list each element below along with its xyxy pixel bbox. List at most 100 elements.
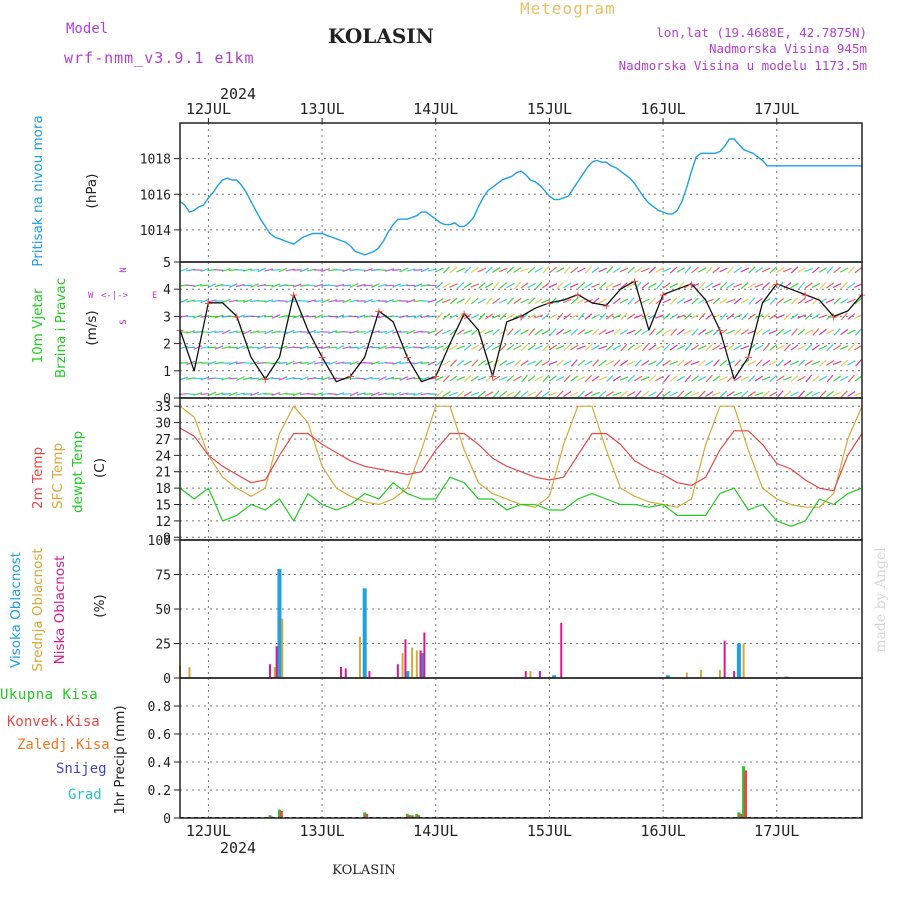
y-tick-label: 30 xyxy=(155,417,171,432)
wind-arrow xyxy=(712,375,721,382)
wind-arrow xyxy=(477,359,486,367)
wind-arrow xyxy=(790,360,799,366)
wind-arrow xyxy=(655,328,664,336)
wind-arrow xyxy=(626,360,636,366)
wind-arrow xyxy=(186,360,196,366)
wind-arrow xyxy=(655,267,664,273)
wind-arrow xyxy=(349,330,359,334)
wind-arrow xyxy=(463,313,472,320)
wind-arrow xyxy=(271,314,281,319)
wind-arrow xyxy=(797,267,806,273)
x-tick-label-bottom: 14JUL xyxy=(413,822,458,840)
wind-arrow xyxy=(662,267,672,273)
wind-arrow xyxy=(549,375,557,382)
wind-arrow xyxy=(313,346,324,349)
wind-arrow xyxy=(228,330,238,334)
wind-arrow xyxy=(790,375,799,382)
wind-arrow xyxy=(535,281,543,290)
wind-arrow xyxy=(819,359,827,367)
precip-bar xyxy=(279,811,283,818)
cloud-bar xyxy=(404,639,407,678)
wind-arrow xyxy=(464,297,472,305)
wind-arrow xyxy=(640,376,650,381)
wind-arrow xyxy=(535,390,543,398)
temp-2m-line xyxy=(179,427,863,492)
wind-arrow xyxy=(399,314,409,319)
wind-arrow xyxy=(392,269,402,271)
wind-arrow xyxy=(485,375,493,382)
wind-arrow xyxy=(712,297,721,305)
wind-arrow xyxy=(669,344,678,351)
wind-arrow xyxy=(584,344,593,351)
wind-arrow xyxy=(839,375,849,382)
wind-arrow xyxy=(698,359,706,367)
wind-arrow xyxy=(207,283,217,288)
x-tick-label-top: 14JUL xyxy=(413,100,458,118)
wind-arrow xyxy=(477,267,487,273)
wind-arrow xyxy=(662,298,671,304)
wind-arrow xyxy=(264,299,274,303)
wind-arrow xyxy=(705,374,713,383)
wind-arrow xyxy=(236,376,245,381)
wind-arrow xyxy=(605,329,615,335)
wind-arrow xyxy=(435,281,443,290)
y-tick-label: 0 xyxy=(163,812,171,827)
wind-label-line1: 10m Vjetar xyxy=(30,288,46,363)
wind-arrow xyxy=(200,284,210,287)
wind-arrow xyxy=(370,377,380,380)
wind-arrow xyxy=(441,298,451,304)
wind-arrow xyxy=(520,329,529,335)
wind-arrow xyxy=(748,344,756,351)
wind-arrow xyxy=(498,376,508,381)
wind-arrow xyxy=(768,360,778,366)
wind-gust-mark: + xyxy=(317,351,326,364)
wind-arrow xyxy=(797,328,806,336)
wind-arrow xyxy=(235,283,245,288)
wind-arrow xyxy=(570,266,579,274)
wind-arrow xyxy=(356,314,366,319)
wind-arrow xyxy=(520,282,529,289)
wind-gust-mark: + xyxy=(516,310,525,323)
wind-arrow xyxy=(655,344,664,351)
wind-arrow xyxy=(598,359,607,367)
wind-arrow xyxy=(733,344,742,351)
wind-arrow xyxy=(605,313,614,320)
wind-arrow xyxy=(612,375,621,382)
wind-arrow xyxy=(691,297,699,305)
wind-arrow xyxy=(406,315,416,318)
wind-arrow xyxy=(797,375,806,382)
wind-arrow xyxy=(818,375,828,382)
wind-arrow xyxy=(627,375,635,382)
wind-arrow xyxy=(420,376,430,381)
wind-arrow xyxy=(619,267,629,273)
wind-gust-mark: + xyxy=(431,370,440,383)
wind-arrow xyxy=(534,267,543,273)
wind-arrow xyxy=(271,283,281,288)
wind-arrow xyxy=(662,282,671,289)
y-tick-label: 15 xyxy=(155,499,171,514)
wind-arrow xyxy=(584,329,593,335)
wind-arrow xyxy=(712,344,721,351)
precip-bar xyxy=(739,813,743,818)
wind-arrow xyxy=(513,359,522,367)
cloud-bar xyxy=(415,650,418,678)
wind-arrow xyxy=(726,282,735,289)
wind-arrow xyxy=(406,329,416,335)
cloud-bar xyxy=(699,669,702,678)
wind-gust-mark: + xyxy=(261,373,270,386)
y-tick-label: 0 xyxy=(163,672,171,687)
wind-arrow xyxy=(463,329,473,335)
wind-arrow xyxy=(278,314,288,319)
wind-arrow xyxy=(527,375,536,382)
wind-arrow xyxy=(697,345,707,350)
wind-arrow xyxy=(356,330,366,334)
wind-arrow xyxy=(456,282,465,289)
cloud-bar xyxy=(665,675,670,678)
wind-arrow xyxy=(470,391,480,397)
wind-arrow xyxy=(676,375,686,382)
wind-arrow xyxy=(641,359,650,367)
wind-arrow xyxy=(854,297,863,305)
wind-arrow xyxy=(669,375,678,382)
year-bottom: 2024 xyxy=(220,839,256,857)
y-tick-label: 1018 xyxy=(140,153,171,168)
